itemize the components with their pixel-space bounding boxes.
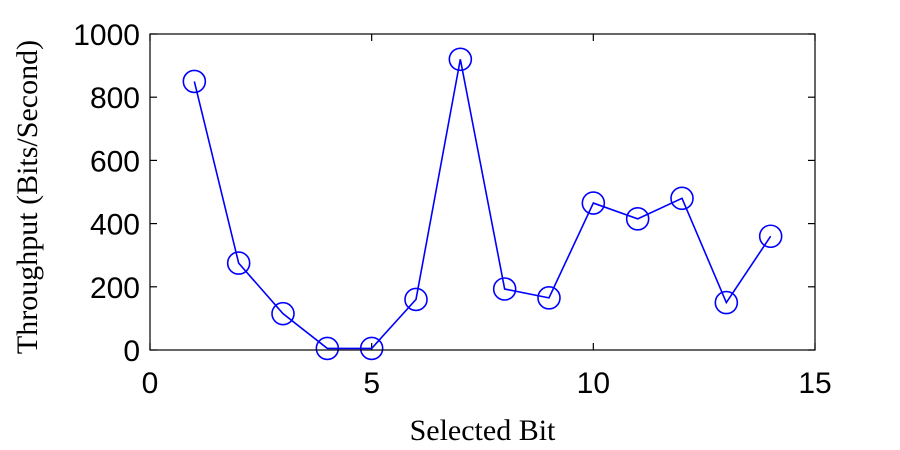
data-point-marker [315,336,340,361]
x-axis-title: Selected Bit [410,414,556,447]
series-line [193,59,772,350]
data-point-marker [359,336,384,361]
y-tick-label: 600 [90,145,140,178]
y-tick-label: 400 [90,209,140,242]
y-tick-labels: 0 200 400 600 800 1000 [73,19,140,368]
axis-ticks [149,33,816,351]
x-tick-label: 15 [798,367,831,400]
x-tick-label: 0 [142,367,159,400]
data-point-marker [714,290,739,315]
data-point-marker [625,207,650,231]
data-point-marker [448,47,473,72]
data-point-marker [271,301,295,326]
series-layer [182,47,783,361]
data-point-marker [492,277,517,301]
data-point-marker [182,69,207,94]
data-point-marker [581,191,606,215]
data-point-marker [670,186,694,211]
x-tick-labels: 0 5 10 15 [142,367,832,400]
data-point-marker [758,224,783,249]
data-point-marker [404,287,428,312]
data-point-marker [226,251,251,275]
y-axis-title: Throughput (Bits/Second) [11,40,44,354]
data-point-marker [537,286,561,310]
y-tick-label: 1000 [73,19,140,52]
y-tick-label: 0 [123,335,140,368]
y-tick-label: 800 [90,82,140,115]
y-tick-label: 200 [90,272,140,305]
x-tick-label: 5 [363,367,380,400]
x-tick-label: 10 [577,367,610,400]
plot-frame [149,33,816,351]
